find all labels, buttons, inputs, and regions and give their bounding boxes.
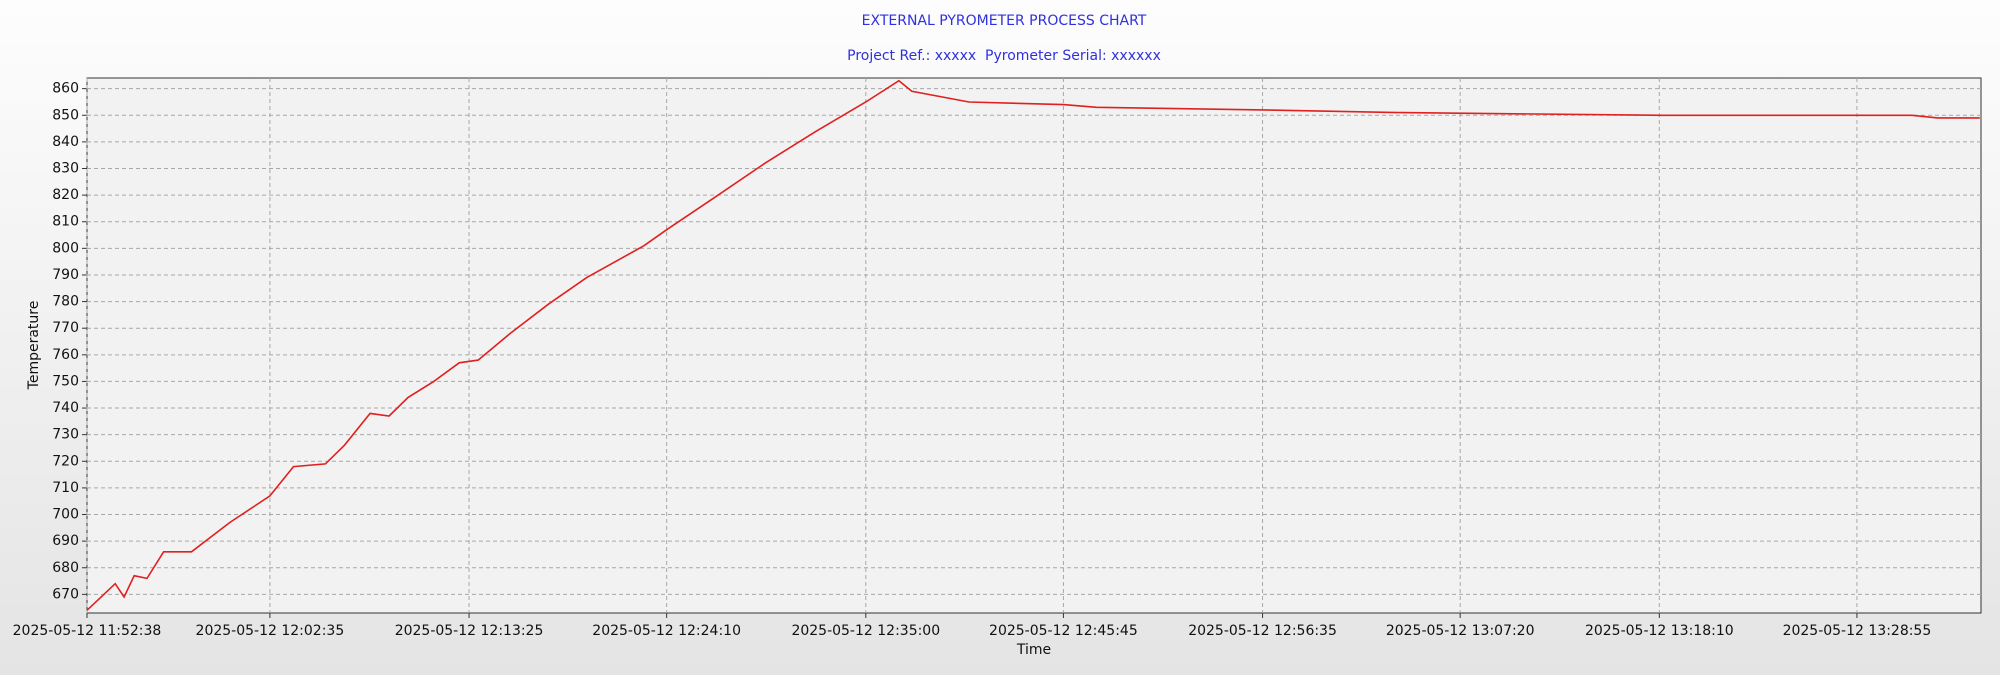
y-tick-label: 850 (52, 107, 79, 123)
y-tick-label: 810 (52, 214, 79, 230)
x-tick-label: 2025-05-12 12:13:25 (395, 623, 544, 639)
y-tick-label: 750 (52, 373, 79, 389)
y-tick-label: 720 (52, 453, 79, 469)
x-tick-label: 2025-05-12 12:02:35 (196, 623, 345, 639)
y-tick-label: 820 (52, 187, 79, 203)
y-tick-label: 740 (52, 400, 79, 416)
y-tick-label: 690 (52, 533, 79, 549)
y-tick-label: 830 (52, 160, 79, 176)
data-line (86, 79, 1980, 611)
y-tick-label: 840 (52, 134, 79, 150)
y-tick-label: 680 (52, 560, 79, 576)
y-tick-label: 670 (52, 586, 79, 602)
x-tick-label: 2025-05-12 13:28:55 (1783, 623, 1932, 639)
y-tick-label: 710 (52, 480, 79, 496)
chart-subtitle: Project Ref.: xxxxx Pyrometer Serial: xx… (847, 48, 1161, 64)
x-tick-label: 2025-05-12 13:07:20 (1386, 623, 1535, 639)
y-tick-label: 760 (52, 347, 79, 363)
x-tick-label: 2025-05-12 13:18:10 (1585, 623, 1734, 639)
y-tick-label: 800 (52, 240, 79, 256)
chart-title: EXTERNAL PYROMETER PROCESS CHART (862, 13, 1147, 29)
y-tick-label: 860 (52, 81, 79, 97)
y-tick-label: 730 (52, 427, 79, 443)
y-tick-label: 780 (52, 294, 79, 310)
x-axis-label: Time (1016, 642, 1051, 658)
y-tick-label: 700 (52, 507, 79, 523)
y-axis-label: Temperature (26, 301, 42, 391)
x-tick-label: 2025-05-12 12:56:35 (1188, 623, 1337, 639)
plot-area (86, 77, 1982, 614)
x-tick-label: 2025-05-12 12:45:45 (989, 623, 1138, 639)
x-tick-label: 2025-05-12 11:52:38 (13, 623, 162, 639)
y-tick-label: 770 (52, 320, 79, 336)
x-tick-label: 2025-05-12 12:24:10 (592, 623, 741, 639)
y-tick-label: 790 (52, 267, 79, 283)
x-tick-label: 2025-05-12 12:35:00 (791, 623, 940, 639)
